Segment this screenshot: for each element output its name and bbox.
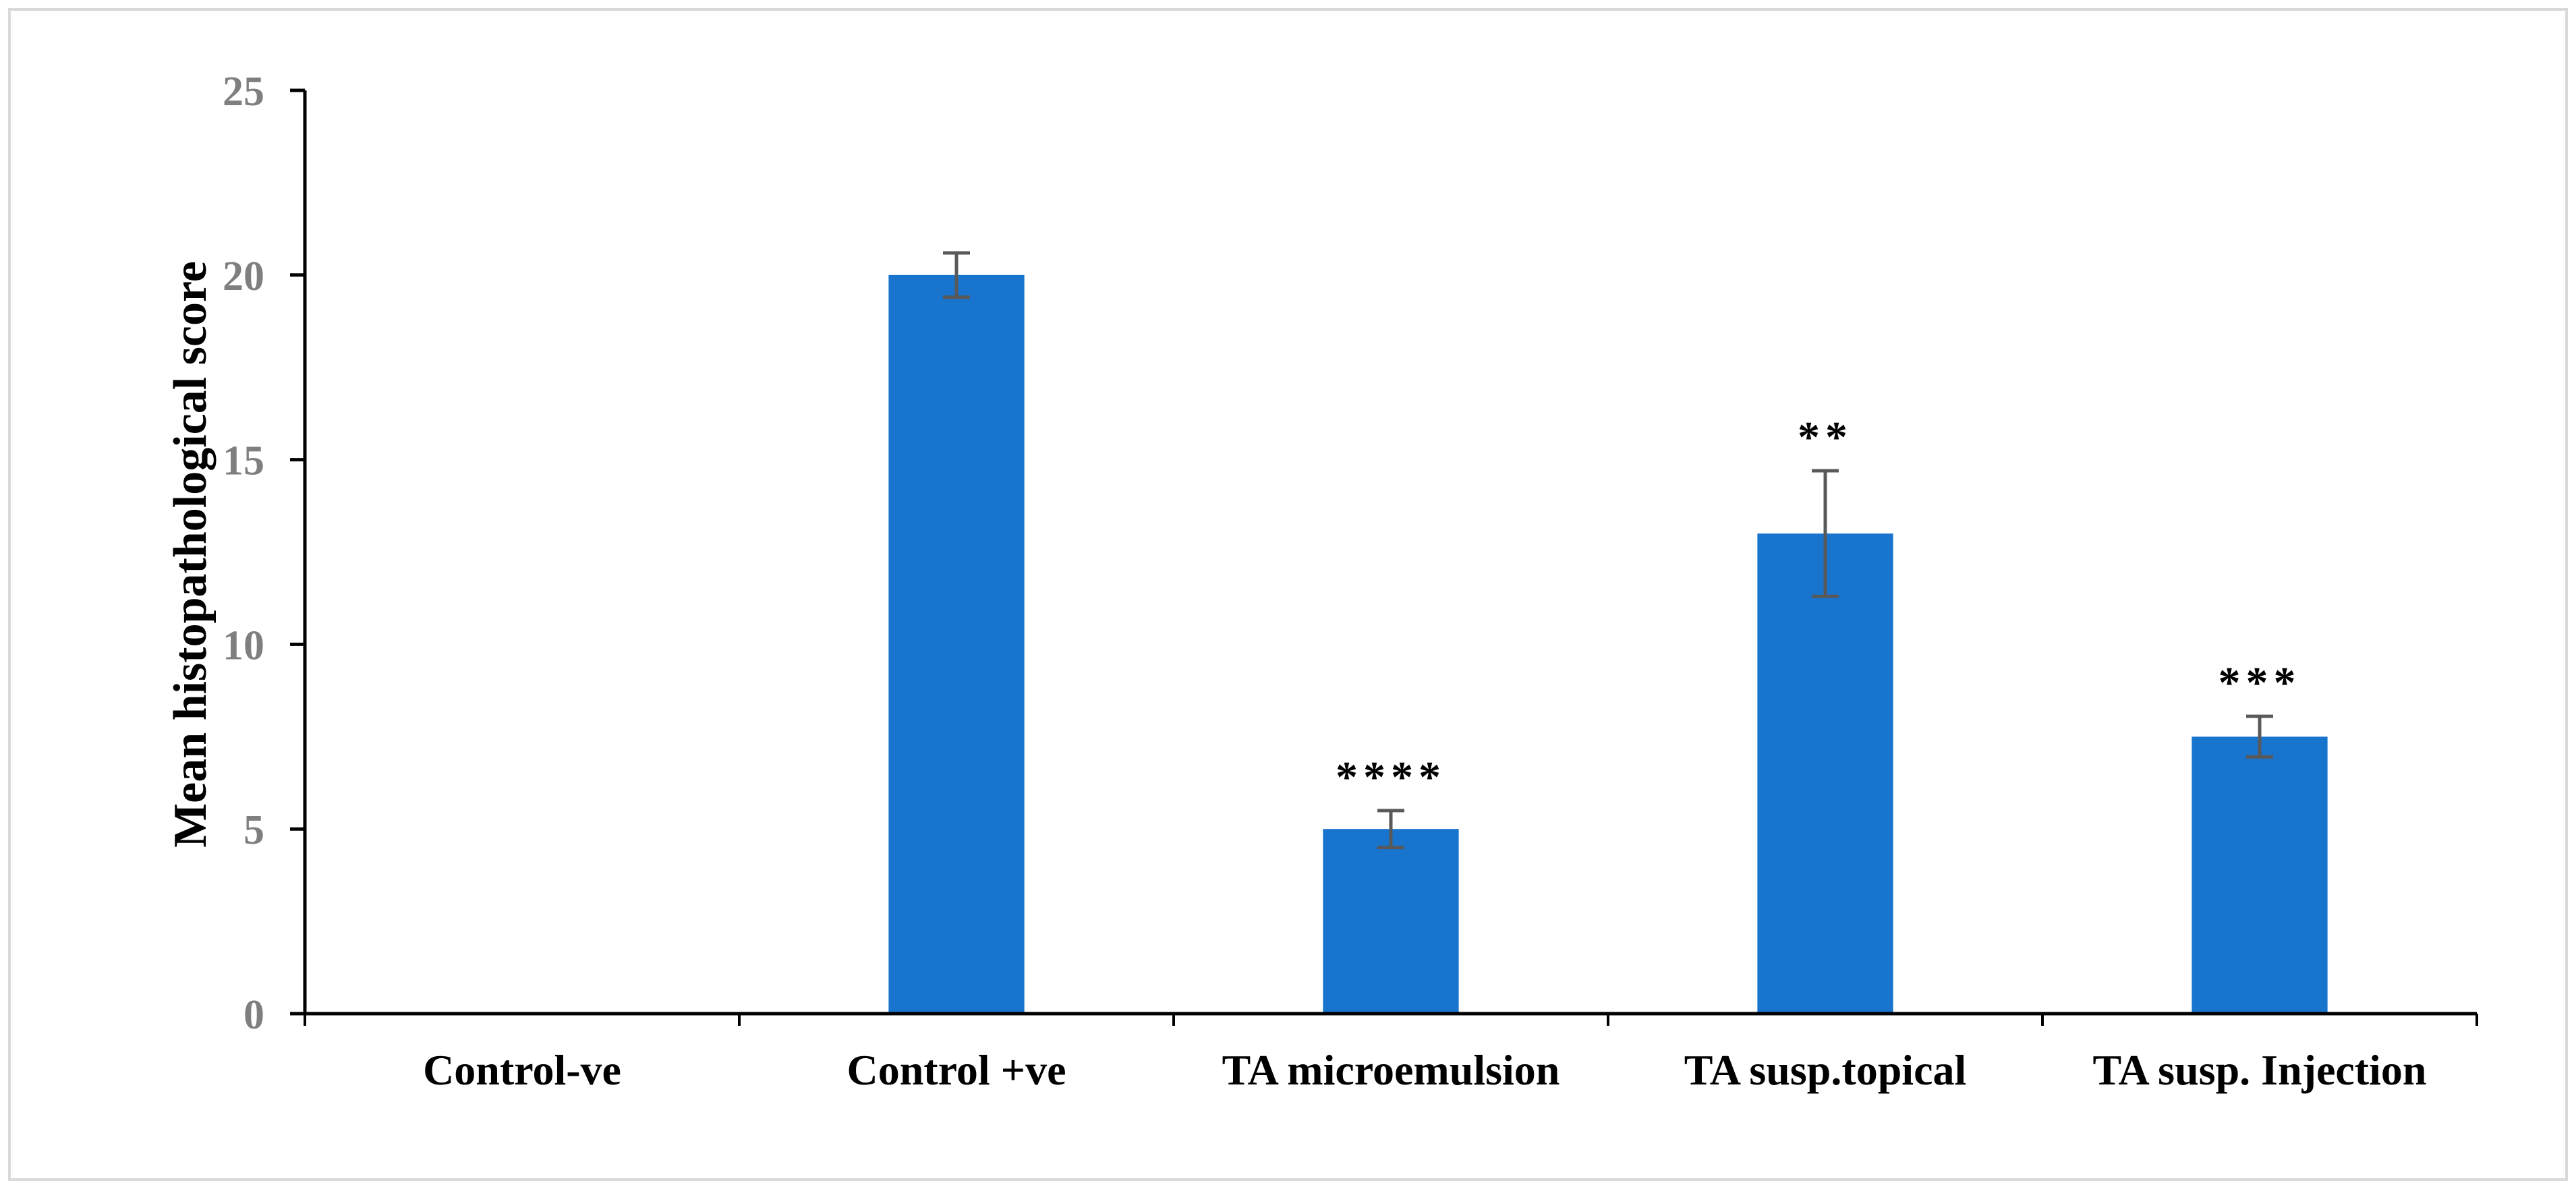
bars [888,274,2328,1014]
significance-label: **** [1336,753,1446,802]
y-tick-label: 0 [244,992,264,1038]
x-tick-label: TA microemulsion [1222,1046,1560,1094]
y-axis-label: Mean histopathological score [165,261,217,848]
y-tick-label: 10 [223,622,264,668]
bar [888,274,1025,1014]
error-bar [943,251,970,299]
significance-label: *** [2219,658,2301,707]
bar [1323,829,1459,1014]
significance-label: ** [1798,413,1853,462]
x-axis-tick-labels: Control-ve Control +ve TA microemulsion TA … [423,1046,2426,1094]
error-bars [943,251,2273,850]
bar [1757,533,1893,1014]
significance-labels: ********* [1336,413,2301,802]
error-bar [1377,809,1404,850]
y-tick-label: 20 [223,254,264,299]
y-tick-label: 15 [223,438,264,484]
y-tick-label: 25 [223,69,264,115]
x-tick-label: Control +ve [847,1046,1066,1094]
y-tick-label: 5 [244,807,264,853]
x-tick-label: TA susp. Injection [2093,1046,2427,1094]
error-bar [2246,714,2273,759]
y-axis-ticks: 0 5 10 15 20 25 [223,69,2478,1038]
chart-frame [8,8,2568,1181]
bar [2192,736,2328,1014]
x-tick-label: Control-ve [423,1046,621,1094]
x-tick-label: TA susp.topical [1684,1046,1967,1094]
error-bar [1812,469,1839,598]
